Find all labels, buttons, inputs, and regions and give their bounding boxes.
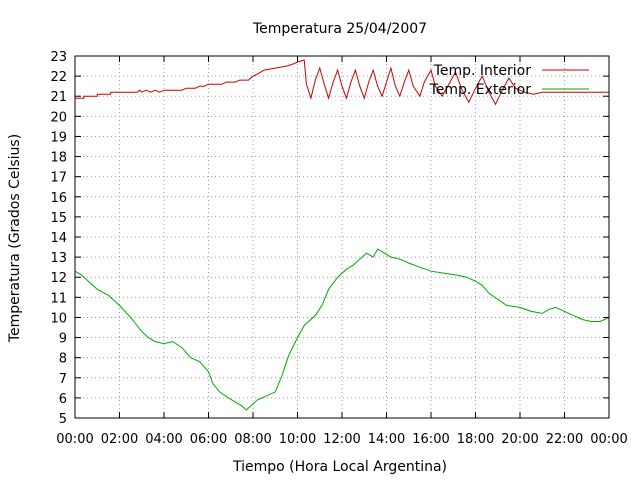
x-tick-label: 14:00 xyxy=(368,432,405,447)
y-tick-label: 12 xyxy=(50,271,67,286)
y-tick-label: 15 xyxy=(50,211,67,226)
legend: Temp. Interior Temp. Exterior xyxy=(429,63,589,98)
legend-label: Temp. Exterior xyxy=(429,82,532,98)
legend-label: Temp. Interior xyxy=(433,63,532,79)
grid-lines xyxy=(75,56,609,418)
x-tick-label: 18:00 xyxy=(457,432,494,447)
x-tick-label: 04:00 xyxy=(145,432,182,447)
axis-ticks: 5 6 7 8 9 10 11 12 13 14 15 16 17 18 19 20 21 22 23 00:00 02… xyxy=(50,50,627,447)
y-tick-label: 19 xyxy=(50,130,67,145)
y-tick-label: 22 xyxy=(50,70,67,85)
x-tick-label: 02:00 xyxy=(101,432,138,447)
y-tick-label: 13 xyxy=(50,251,67,266)
x-tick-label: 08:00 xyxy=(234,432,271,447)
y-tick-label: 14 xyxy=(50,231,67,246)
x-tick-label: 12:00 xyxy=(323,432,360,447)
y-tick-label: 5 xyxy=(59,412,67,427)
y-tick-label: 23 xyxy=(50,50,67,65)
series-lines xyxy=(74,59,610,411)
x-tick-label: 00:00 xyxy=(590,432,627,447)
y-tick-label: 7 xyxy=(59,372,67,387)
series-line-interior xyxy=(75,59,609,106)
y-tick-label: 10 xyxy=(50,311,67,326)
y-axis-label: Temperatura (Grados Celsius) xyxy=(7,134,23,343)
y-tick-label: 20 xyxy=(50,110,67,125)
y-tick-label: 18 xyxy=(50,151,67,166)
y-tick-label: 9 xyxy=(59,332,67,347)
x-tick-label: 16:00 xyxy=(412,432,449,447)
y-tick-label: 11 xyxy=(50,291,67,306)
x-axis-label: Tiempo (Hora Local Argentina) xyxy=(232,459,447,475)
y-tick-label: 16 xyxy=(50,191,67,206)
series-line-exterior xyxy=(74,248,610,411)
x-tick-label: 20:00 xyxy=(501,432,538,447)
y-tick-label: 17 xyxy=(50,171,67,186)
x-tick-label: 00:00 xyxy=(56,432,93,447)
chart-title: Temperatura 25/04/2007 xyxy=(252,21,427,37)
y-tick-label: 21 xyxy=(50,90,67,105)
y-tick-label: 8 xyxy=(59,352,67,367)
y-tick-label: 6 xyxy=(59,392,67,407)
x-tick-label: 10:00 xyxy=(279,432,316,447)
x-tick-label: 22:00 xyxy=(546,432,583,447)
x-tick-label: 06:00 xyxy=(190,432,227,447)
